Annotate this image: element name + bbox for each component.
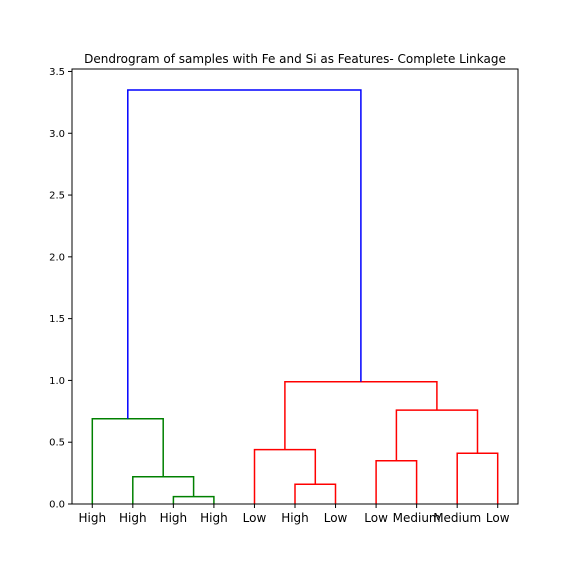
y-tick-label-6: 3.0 (49, 129, 65, 140)
dendrogram-link-1 (132, 476, 195, 504)
dendrogram-link-6 (456, 452, 499, 504)
leaf-label-6: Low (324, 511, 348, 525)
y-tick-label-3: 1.5 (49, 314, 65, 325)
leaf-label-8: Medium (393, 511, 441, 525)
y-tick-label-4: 2.0 (49, 252, 65, 263)
leaf-label-5: High (281, 511, 309, 525)
dendrogram-link-9 (127, 89, 362, 419)
y-tick-label-2: 1.0 (49, 376, 65, 387)
dendrogram-link-8 (284, 380, 438, 450)
y-tick-label-1: 0.5 (49, 438, 65, 449)
leaf-label-10: Low (486, 511, 510, 525)
dendrogram-link-4 (253, 448, 317, 504)
dendrogram-link-3 (294, 483, 337, 504)
dendrogram-links (91, 89, 499, 504)
x-axis: High High High High Low High Low Low MediumMediu… (78, 504, 510, 525)
leaf-label-9: Medium (433, 511, 481, 525)
chart-title: Dendrogram of samples with Fe and Si as … (84, 52, 506, 66)
leaf-label-7: Low (364, 511, 388, 525)
leaf-label-2: High (160, 511, 188, 525)
dendrogram-link-2 (91, 417, 164, 504)
leaf-label-0: High (78, 511, 106, 525)
y-tick-label-0: 0.0 (49, 500, 65, 511)
y-tick-label-7: 3.5 (49, 67, 65, 78)
dendrogram-link-5 (375, 459, 418, 504)
y-tick-label-5: 2.5 (49, 191, 65, 202)
leaf-label-1: High (119, 511, 147, 525)
dendrogram-link-0 (172, 495, 215, 504)
y-axis: 0.0 0.5 1.0 1.5 2.0 2.5 3.0 3.5 (49, 67, 72, 511)
leaf-label-4: Low (243, 511, 267, 525)
leaf-label-3: High (200, 511, 228, 525)
plot-frame (71, 68, 519, 505)
